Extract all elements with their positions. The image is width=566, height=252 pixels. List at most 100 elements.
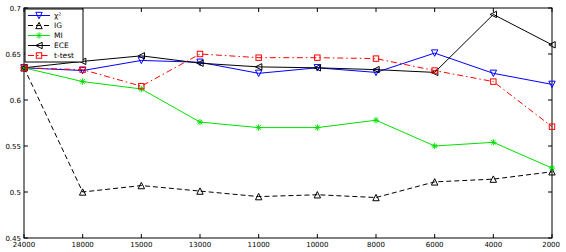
x-tick xyxy=(24,8,25,12)
data-point xyxy=(314,65,320,71)
data-point xyxy=(79,189,85,195)
data-point xyxy=(139,83,144,88)
series-line xyxy=(24,54,552,127)
data-point xyxy=(197,60,203,66)
data-point xyxy=(373,194,379,200)
y-tick xyxy=(548,192,552,193)
x-tick xyxy=(317,234,318,238)
legend-box xyxy=(25,9,83,62)
data-point xyxy=(21,65,26,70)
legend-line xyxy=(28,45,50,46)
x-tick xyxy=(200,8,201,12)
legend-line xyxy=(28,55,50,56)
x-tick xyxy=(258,8,259,12)
data-point xyxy=(431,143,437,149)
data-point xyxy=(549,165,555,171)
data-point xyxy=(138,182,144,188)
x-tick-label: 2000 xyxy=(542,241,560,249)
x-tick-label: 13000 xyxy=(189,241,211,249)
x-tick xyxy=(317,8,318,12)
y-tick xyxy=(24,8,28,9)
series-line xyxy=(24,68,552,198)
x-tick xyxy=(258,234,259,238)
data-point xyxy=(549,81,555,87)
y-tick-label: 0.65 xyxy=(5,51,21,59)
data-point xyxy=(315,55,320,60)
y-tick xyxy=(548,100,552,101)
data-point xyxy=(431,50,437,56)
x-tick xyxy=(552,234,553,238)
x-tick-label: 6000 xyxy=(426,241,444,249)
legend-label: t-test xyxy=(54,51,74,60)
y-tick xyxy=(548,146,552,147)
x-tick xyxy=(376,234,377,238)
legend-marker xyxy=(36,53,41,58)
x-tick-label: 10000 xyxy=(306,241,328,249)
y-tick xyxy=(548,238,552,239)
legend-marker xyxy=(36,22,42,28)
data-point xyxy=(197,51,202,56)
data-point xyxy=(80,67,85,72)
plot-frame xyxy=(24,8,552,238)
x-tick xyxy=(24,234,25,238)
y-tick xyxy=(24,238,28,239)
series-line xyxy=(24,68,552,168)
legend-marker xyxy=(36,12,42,18)
y-tick-label: 0.5 xyxy=(10,189,21,197)
legend-marker xyxy=(36,42,42,48)
y-tick xyxy=(24,100,28,101)
y-tick xyxy=(24,146,28,147)
x-tick-label: 24000 xyxy=(13,241,35,249)
legend-marker xyxy=(36,32,42,38)
data-point xyxy=(549,124,554,129)
data-point xyxy=(79,67,85,73)
data-point xyxy=(549,42,555,48)
data-point xyxy=(79,78,85,84)
data-point xyxy=(491,79,496,84)
y-tick xyxy=(24,192,28,193)
y-tick xyxy=(548,54,552,55)
x-tick xyxy=(141,8,142,12)
data-point xyxy=(314,192,320,198)
x-tick xyxy=(434,8,435,12)
data-point xyxy=(256,55,261,60)
legend-line xyxy=(28,15,50,16)
legend: χ²IGMIECEt-test xyxy=(25,9,83,62)
chart: 0.450.50.550.60.650.72400018000150001300… xyxy=(0,0,566,252)
y-tick-label: 0.6 xyxy=(10,97,22,105)
data-point xyxy=(255,70,261,76)
data-point xyxy=(373,66,379,72)
data-point xyxy=(490,139,496,145)
data-point xyxy=(490,11,496,17)
data-point xyxy=(373,117,379,123)
legend-label: MI xyxy=(54,31,63,40)
data-point xyxy=(197,188,203,194)
x-tick xyxy=(552,8,553,12)
x-tick-label: 4000 xyxy=(484,241,502,249)
legend-label: χ² xyxy=(54,11,61,20)
legend-label: IG xyxy=(54,21,62,30)
y-tick-label: 0.55 xyxy=(5,143,21,151)
x-tick-label: 11000 xyxy=(248,241,270,249)
series-line xyxy=(24,14,552,72)
x-tick xyxy=(434,234,435,238)
data-point xyxy=(255,64,261,70)
data-point xyxy=(432,68,437,73)
data-point xyxy=(490,176,496,182)
data-point xyxy=(197,119,203,125)
data-point xyxy=(197,59,203,65)
plot-area xyxy=(21,11,555,200)
data-point xyxy=(255,193,261,199)
x-tick xyxy=(376,8,377,12)
x-tick-label: 15000 xyxy=(130,241,152,249)
x-tick xyxy=(141,234,142,238)
x-tick xyxy=(493,234,494,238)
x-tick xyxy=(200,234,201,238)
x-tick xyxy=(82,234,83,238)
data-point xyxy=(490,70,496,76)
data-point xyxy=(314,124,320,130)
x-tick-label: 8000 xyxy=(367,241,385,249)
data-point xyxy=(373,56,378,61)
x-tick-label: 18000 xyxy=(72,241,94,249)
data-point xyxy=(138,53,144,59)
